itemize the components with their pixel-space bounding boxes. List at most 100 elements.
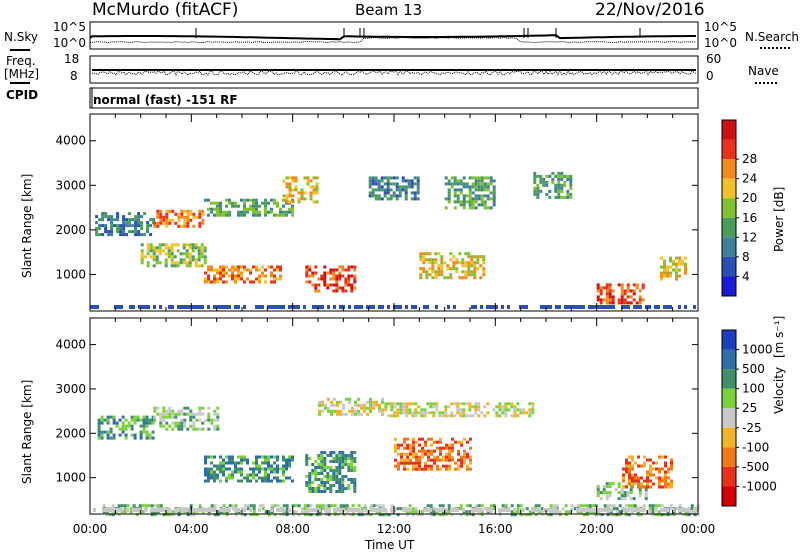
echo-cell bbox=[554, 186, 558, 190]
near-range-cell bbox=[663, 305, 666, 309]
near-range-cell bbox=[450, 508, 453, 512]
cpid-panel-frame bbox=[89, 87, 699, 109]
echo-cell bbox=[457, 458, 460, 462]
echo-cell bbox=[669, 259, 672, 263]
echo-cell bbox=[457, 464, 460, 468]
echo-cell bbox=[240, 277, 243, 281]
echo-cell bbox=[620, 301, 624, 305]
echo-cell bbox=[620, 292, 624, 296]
echo-cell bbox=[197, 252, 201, 256]
echo-cell bbox=[305, 271, 309, 275]
echo-cell bbox=[155, 249, 159, 253]
near-range-cell bbox=[258, 305, 261, 309]
echo-cell bbox=[249, 268, 252, 272]
echo-cell bbox=[632, 482, 636, 486]
echo-cell bbox=[567, 510, 571, 514]
echo-cell bbox=[369, 504, 373, 508]
echo-cell bbox=[441, 411, 445, 415]
echo-cell bbox=[641, 283, 645, 287]
near-range-cell bbox=[351, 508, 354, 512]
echo-cell bbox=[603, 504, 607, 508]
echo-cell bbox=[451, 443, 454, 447]
echo-cell bbox=[458, 276, 462, 280]
echo-cell bbox=[237, 277, 240, 281]
echo-cell bbox=[156, 215, 160, 219]
echo-cell bbox=[360, 406, 363, 410]
near-range-cell bbox=[552, 508, 555, 512]
echo-cell bbox=[146, 249, 150, 253]
freq-legend-line bbox=[10, 82, 30, 84]
echo-cell bbox=[675, 274, 678, 278]
noise-search-trace bbox=[89, 36, 697, 44]
echo-cell bbox=[626, 301, 630, 305]
echo-cell bbox=[294, 504, 298, 508]
echo-cell bbox=[419, 267, 423, 271]
echo-cell bbox=[636, 513, 640, 517]
echo-cell bbox=[468, 194, 472, 198]
near-range-cell bbox=[336, 508, 339, 512]
echo-cell bbox=[288, 191, 292, 195]
echo-cell bbox=[667, 476, 670, 480]
echo-cell bbox=[557, 174, 561, 178]
echo-cell bbox=[438, 513, 442, 517]
echo-cell bbox=[350, 283, 354, 287]
echo-cell bbox=[347, 265, 351, 269]
echo-cell bbox=[167, 249, 171, 253]
echo-cell bbox=[216, 415, 220, 419]
echo-cell bbox=[353, 487, 357, 490]
echo-cell bbox=[210, 476, 213, 480]
echo-cell bbox=[531, 408, 535, 412]
echo-cell bbox=[357, 397, 360, 401]
echo-cell bbox=[139, 418, 143, 422]
echo-cell bbox=[690, 504, 694, 508]
echo-cell bbox=[198, 409, 202, 413]
near-range-cell bbox=[159, 305, 162, 309]
echo-cell bbox=[480, 188, 484, 192]
echo-cell bbox=[182, 246, 186, 250]
echo-cell bbox=[596, 494, 600, 498]
echo-cell bbox=[658, 485, 661, 489]
echo-cell bbox=[353, 274, 357, 278]
echo-cell bbox=[533, 174, 537, 178]
echo-cell bbox=[591, 504, 595, 508]
echo-cell bbox=[350, 454, 354, 457]
echo-cell bbox=[170, 243, 174, 247]
echo-cell bbox=[186, 212, 190, 216]
echo-cell bbox=[410, 182, 414, 186]
echo-cell bbox=[142, 430, 146, 434]
echo-cell bbox=[670, 467, 673, 471]
echo-cell bbox=[255, 213, 258, 217]
near-range-cell bbox=[192, 305, 195, 309]
echo-cell bbox=[638, 289, 642, 293]
echo-cell bbox=[404, 191, 408, 195]
echo-cell bbox=[317, 283, 321, 287]
echo-cell bbox=[439, 467, 442, 471]
echo-cell bbox=[341, 451, 345, 454]
echo-cell bbox=[282, 198, 285, 202]
echo-cell bbox=[459, 504, 463, 508]
echo-cell bbox=[661, 455, 664, 459]
echo-cell bbox=[164, 243, 168, 247]
echo-cell bbox=[566, 195, 570, 199]
echo-cell bbox=[507, 408, 511, 412]
echo-cell bbox=[189, 212, 193, 216]
near-range-cell bbox=[573, 305, 576, 309]
echo-cell bbox=[140, 243, 144, 247]
near-range-cell bbox=[414, 305, 417, 309]
echo-cell bbox=[264, 198, 267, 202]
echo-cell bbox=[459, 402, 463, 406]
echo-cell bbox=[371, 182, 375, 186]
echo-cell bbox=[350, 466, 354, 469]
near-range-cell bbox=[576, 508, 579, 512]
echo-cell bbox=[602, 298, 606, 302]
echo-cell bbox=[389, 188, 393, 192]
echo-cell bbox=[222, 458, 225, 462]
echo-cell bbox=[533, 192, 537, 196]
echo-cell bbox=[381, 513, 385, 517]
echo-cell bbox=[421, 467, 424, 471]
near-range-cell bbox=[639, 508, 642, 512]
echo-cell bbox=[374, 182, 378, 186]
near-range-cell bbox=[471, 305, 474, 309]
echo-cell bbox=[492, 504, 496, 508]
echo-cell bbox=[643, 479, 646, 483]
